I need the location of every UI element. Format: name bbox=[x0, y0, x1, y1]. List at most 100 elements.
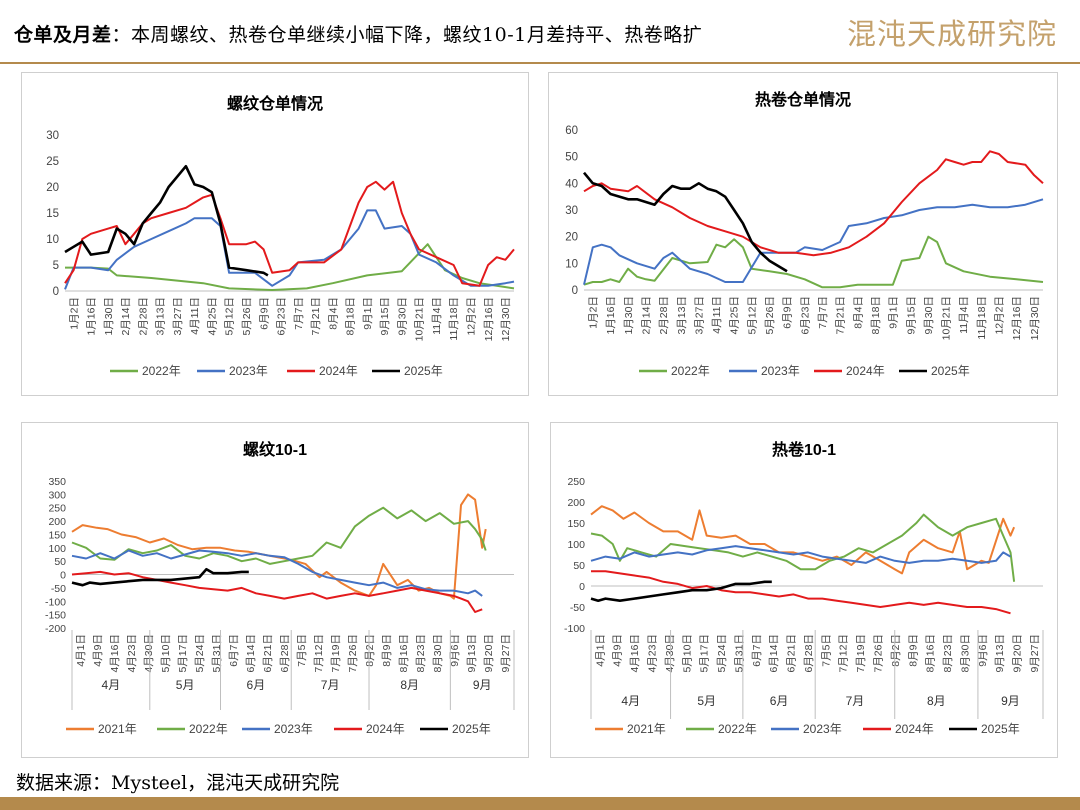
legend-label: 2024年 bbox=[319, 364, 358, 378]
x-tick-label: 4月11日 bbox=[189, 297, 201, 335]
page-title-summary: ：本周螺纹、热卷仓单继续小幅下降，螺纹10-1月差持平、热卷略扩 bbox=[111, 24, 703, 46]
x-tick-label: 7月19日 bbox=[330, 634, 342, 673]
legend-label: 2021年 bbox=[627, 722, 666, 736]
y-tick-label: -100 bbox=[45, 596, 66, 608]
month-label: 5月 bbox=[697, 694, 716, 708]
x-tick-label: 4月1日 bbox=[594, 634, 606, 667]
series-line-2022年 bbox=[590, 513, 1016, 582]
x-tick-label: 6月21日 bbox=[786, 634, 798, 673]
x-tick-label: 4月1日 bbox=[75, 634, 87, 667]
page-title-topic: 仓单及月差 bbox=[14, 24, 112, 46]
x-tick-label: 8月4日 bbox=[852, 296, 864, 329]
x-tick-label: 9月30日 bbox=[923, 296, 935, 335]
legend-label: 2023年 bbox=[761, 364, 800, 378]
brand-logo: 混沌天成研究院 bbox=[847, 17, 1056, 51]
chart-title: 螺纹10-1 bbox=[243, 440, 307, 459]
chart-panel-hrc-10-1: 热卷10-1 -100 -50 0 50 100 150 200 250 4月1日 4月9日 4月16… bbox=[550, 422, 1058, 758]
x-tick-label: 1月16日 bbox=[605, 296, 617, 335]
x-tick-label: 5月12日 bbox=[224, 297, 236, 336]
y-tick-label: 60 bbox=[565, 125, 578, 137]
legend-label: 2025年 bbox=[931, 364, 970, 378]
x-tick-label: 5月12日 bbox=[746, 296, 758, 335]
y-tick-label: 200 bbox=[48, 516, 66, 528]
x-tick-label: 4月16日 bbox=[109, 634, 121, 673]
x-tick-label: 9月6日 bbox=[977, 634, 989, 667]
x-tick-label: 6月9日 bbox=[258, 297, 270, 330]
x-tick-label: 1月16日 bbox=[86, 297, 98, 336]
y-tick-label: 150 bbox=[567, 518, 585, 530]
y-tick-label: 150 bbox=[48, 529, 66, 541]
y-tick-label: -150 bbox=[45, 610, 66, 622]
x-tick-label: 5月26日 bbox=[241, 297, 253, 336]
month-label: 4月 bbox=[621, 694, 640, 708]
y-tick-label: 100 bbox=[567, 539, 585, 551]
legend-label: 2024年 bbox=[846, 364, 885, 378]
x-tick-label: 8月23日 bbox=[942, 634, 954, 673]
month-label: 5月 bbox=[176, 678, 195, 692]
x-tick-label: 7月19日 bbox=[855, 634, 867, 673]
y-tick-label: -50 bbox=[570, 602, 585, 614]
x-tick-label: 6月28日 bbox=[803, 634, 815, 673]
y-tick-label: 300 bbox=[48, 489, 66, 501]
y-tick-label: 0 bbox=[53, 286, 59, 298]
x-tick-label: 9月27日 bbox=[500, 634, 512, 673]
x-tick-label: 4月25日 bbox=[206, 297, 218, 336]
x-tick-label: 6月7日 bbox=[751, 634, 763, 667]
x-tick-label: 1月2日 bbox=[68, 297, 80, 330]
legend-label: 2025年 bbox=[452, 722, 491, 736]
legend-label: 2025年 bbox=[981, 722, 1020, 736]
x-tick-label: 11月4日 bbox=[431, 297, 443, 335]
page-title: 仓单及月差：本周螺纹、热卷仓单继续小幅下降，螺纹10-1月差持平、热卷略扩 bbox=[14, 20, 702, 47]
chart-panel-rebar-10-1: 螺纹10-1 -200 -150 -100 -50 0 50 100 150 200 250 300 3… bbox=[21, 422, 529, 758]
x-tick-label: 12月16日 bbox=[1011, 296, 1023, 340]
x-tick-label: 8月16日 bbox=[398, 634, 410, 673]
x-tick-label: 8月23日 bbox=[415, 634, 427, 673]
x-tick-label: 7月12日 bbox=[313, 634, 325, 673]
series-line-2024年 bbox=[71, 570, 483, 613]
x-tick-label: 7月7日 bbox=[817, 296, 829, 329]
chart-rebar-receipts: 螺纹仓单情况 0 5 10 15 20 25 30 1月2日 1月16日 1月30日 2月14日 2月2… bbox=[46, 94, 515, 378]
x-tick-label: 8月2日 bbox=[364, 634, 376, 667]
legend-label: 2022年 bbox=[718, 722, 757, 736]
series-line-2023年 bbox=[590, 545, 1011, 564]
series-line-2021年 bbox=[590, 505, 1016, 575]
y-tick-label: 5 bbox=[53, 260, 59, 272]
y-tick-label: -50 bbox=[51, 583, 66, 595]
x-tick-label: 8月18日 bbox=[870, 296, 882, 335]
x-tick-label: 6月9日 bbox=[782, 296, 794, 329]
legend-label: 2022年 bbox=[142, 364, 181, 378]
x-tick-label: 7月26日 bbox=[873, 634, 885, 673]
legend-label: 2024年 bbox=[366, 722, 405, 736]
series-line-2024年 bbox=[64, 180, 515, 287]
x-tick-label: 5月31日 bbox=[733, 634, 745, 673]
chart-title: 热卷10-1 bbox=[772, 440, 836, 459]
x-tick-label: 3月13日 bbox=[155, 297, 167, 336]
legend-label: 2023年 bbox=[274, 722, 313, 736]
series-line-2025年 bbox=[71, 567, 249, 587]
legend-label: 2022年 bbox=[671, 364, 710, 378]
x-tick-label: 6月14日 bbox=[768, 634, 780, 673]
x-tick-label: 7月5日 bbox=[296, 634, 308, 667]
legend-label: 2021年 bbox=[98, 722, 137, 736]
month-label: 6月 bbox=[770, 694, 789, 708]
legend-label: 2023年 bbox=[229, 364, 268, 378]
chart-panel-rebar-receipts: 螺纹仓单情况 0 5 10 15 20 25 30 1月2日 1月16日 1月30日 2月14日 2月2… bbox=[21, 72, 529, 396]
source-note: 数据来源：Mysteel，混沌天成研究院 bbox=[16, 772, 340, 794]
x-tick-label: 9月30日 bbox=[396, 297, 408, 336]
series-line-2025年 bbox=[582, 171, 788, 273]
footer-bar bbox=[0, 797, 1080, 810]
x-tick-label: 7月26日 bbox=[347, 634, 359, 673]
x-tick-label: 8月9日 bbox=[907, 634, 919, 667]
month-label: 7月 bbox=[321, 678, 340, 692]
y-tick-label: 30 bbox=[46, 130, 59, 142]
x-tick-label: 4月9日 bbox=[612, 634, 624, 667]
chart-title: 热卷仓单情况 bbox=[755, 90, 851, 109]
y-tick-label: 0 bbox=[579, 581, 585, 593]
series-line-2021年 bbox=[71, 493, 487, 600]
x-tick-label: 5月17日 bbox=[177, 634, 189, 673]
x-tick-label: 1月2日 bbox=[588, 296, 600, 329]
x-tick-label: 3月27日 bbox=[693, 296, 705, 335]
y-tick-label: 200 bbox=[567, 497, 585, 509]
series-line-2024年 bbox=[591, 570, 1011, 615]
y-tick-label: 100 bbox=[48, 543, 66, 555]
